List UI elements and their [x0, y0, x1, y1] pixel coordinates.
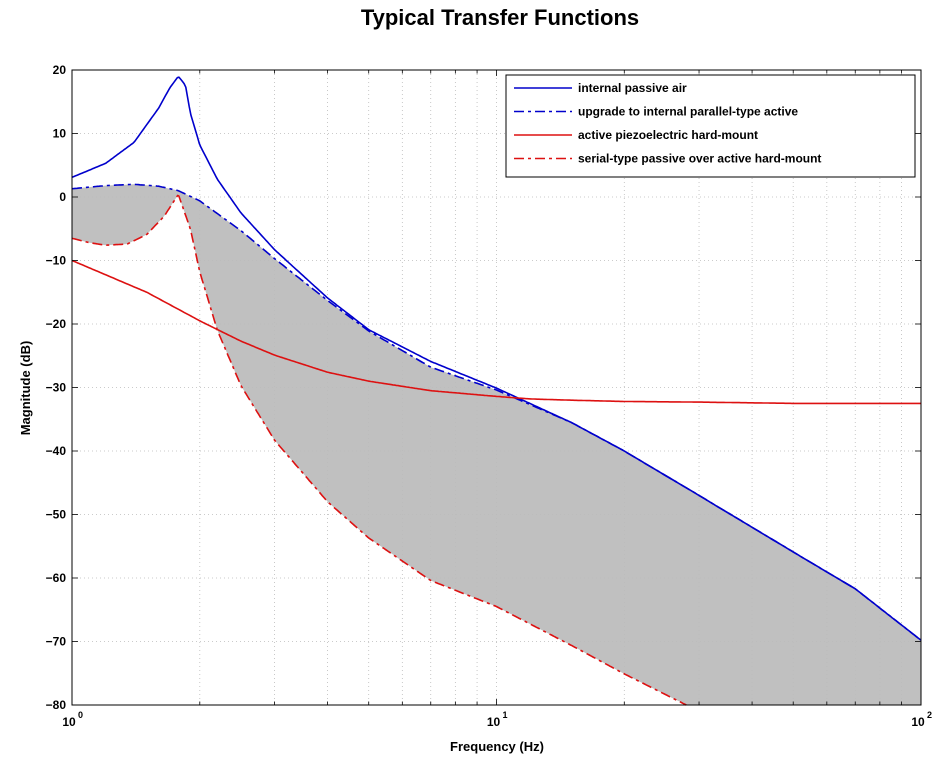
y-tick-label: −60: [46, 571, 67, 585]
series-line-4: [71, 194, 687, 706]
axes-frame-layer: [71, 69, 922, 706]
x-tick-exponent: 1: [503, 710, 508, 720]
legend-label-3: active piezoelectric hard-mount: [578, 128, 758, 142]
legend-label-1: internal passive air: [578, 81, 687, 95]
series-layer: [71, 76, 922, 706]
legend: internal passive air upgrade to internal …: [505, 74, 916, 178]
y-tick-label: 10: [53, 127, 67, 141]
y-tick-label: −50: [46, 508, 67, 522]
series-line-1: [71, 76, 922, 641]
x-tick-exponent: 0: [78, 710, 83, 720]
shaded-region: [72, 184, 921, 706]
y-tick-label: −70: [46, 635, 67, 649]
legend-label-2: upgrade to internal parallel-type active: [578, 105, 798, 119]
y-tick-label: 20: [53, 63, 67, 77]
x-tick-label: 10: [911, 715, 925, 729]
y-axis-label: Magnitude (dB): [18, 341, 33, 436]
x-tick-label: 10: [487, 715, 501, 729]
legend-label-4: serial-type passive over active hard-mou…: [578, 152, 821, 166]
y-tick-label: 0: [59, 190, 66, 204]
x-tick-label: 10: [62, 715, 76, 729]
shaded-region-layer: [72, 184, 921, 706]
y-tick-label: −20: [46, 317, 67, 331]
series-line-2: [71, 183, 922, 641]
y-tick-label: −10: [46, 254, 67, 268]
chart-title: Typical Transfer Functions: [361, 5, 639, 30]
legend-box: [505, 74, 916, 178]
y-tick-label: −30: [46, 381, 67, 395]
series-line-3: [71, 259, 921, 405]
y-tick-label: −80: [46, 698, 67, 712]
x-axis-label: Frequency (Hz): [450, 739, 544, 754]
y-tick-label: −40: [46, 444, 67, 458]
x-tick-exponent: 2: [927, 710, 932, 720]
